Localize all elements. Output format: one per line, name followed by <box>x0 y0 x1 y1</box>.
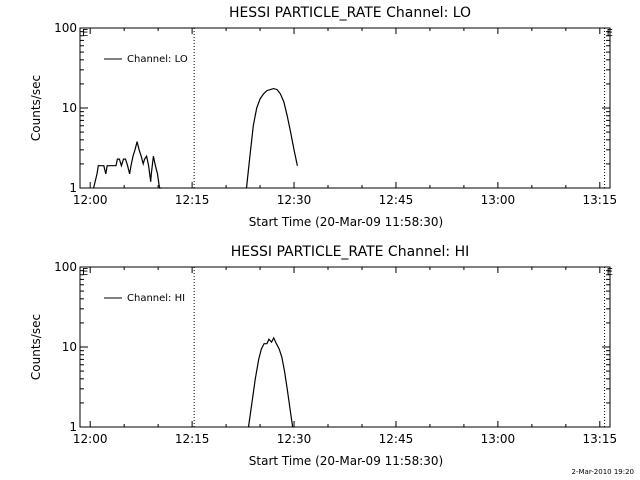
event-flags-hi: E <box>193 267 613 427</box>
x-tick-label: 12:45 <box>379 432 414 446</box>
panel-lo: HESSI PARTICLE_RATE Channel: LO E 12:00 1… <box>29 5 617 229</box>
y-ticks-lo: 1 10 100 <box>54 21 610 195</box>
x-tick-label: 13:00 <box>481 193 516 207</box>
panel-hi: HESSI PARTICLE_RATE Channel: HI E 12:00 1… <box>29 244 617 468</box>
legend-hi: Channel: HI <box>104 293 185 304</box>
series-line <box>245 87 298 189</box>
corner-flag-lo: E <box>82 28 88 39</box>
x-tick-label: 13:15 <box>583 193 618 207</box>
series-hi <box>247 336 294 428</box>
event-flag-label: E <box>607 267 613 278</box>
y-axis-label-hi: Counts/sec <box>29 314 43 380</box>
event-flags-lo: E <box>193 28 613 188</box>
x-ticks-hi: 12:00 12:15 12:30 12:45 13:00 13:15 <box>73 267 617 446</box>
x-axis-label-lo: Start Time (20-Mar-09 11:58:30) <box>249 215 443 229</box>
plot-frame-lo <box>79 27 611 189</box>
x-tick-label: 12:15 <box>175 432 210 446</box>
chart-title-lo: HESSI PARTICLE_RATE Channel: LO <box>229 5 471 21</box>
series-lo <box>93 87 298 189</box>
x-tick-label: 12:45 <box>379 193 414 207</box>
x-tick-label: 12:30 <box>277 432 312 446</box>
y-tick-label: 10 <box>62 340 77 354</box>
x-tick-label: 12:15 <box>175 193 210 207</box>
chart-title-hi: HESSI PARTICLE_RATE Channel: HI <box>231 244 469 260</box>
footer-timestamp: 2-Mar-2010 19:20 <box>572 468 634 476</box>
corner-flag-hi: E <box>82 267 88 278</box>
y-tick-label: 1 <box>69 181 77 195</box>
y-tick-label: 100 <box>54 260 77 274</box>
series-line <box>247 336 294 428</box>
x-axis-label-hi: Start Time (20-Mar-09 11:58:30) <box>249 454 443 468</box>
y-tick-label: 10 <box>62 101 77 115</box>
x-tick-label: 12:00 <box>73 193 108 207</box>
x-tick-label: 12:00 <box>73 432 108 446</box>
y-tick-label: 100 <box>54 21 77 35</box>
plot-frame-hi <box>79 266 611 428</box>
x-tick-label: 12:30 <box>277 193 312 207</box>
y-ticks-hi: 1 10 100 <box>54 260 610 434</box>
legend-lo: Channel: LO <box>104 54 188 65</box>
x-tick-label: 13:15 <box>583 432 618 446</box>
y-axis-label-lo: Counts/sec <box>29 75 43 141</box>
x-ticks-lo: 12:00 12:15 12:30 12:45 13:00 13:15 <box>73 28 617 207</box>
legend-entry-hi: Channel: HI <box>127 293 185 304</box>
event-flag-label: E <box>607 28 613 39</box>
legend-entry-lo: Channel: LO <box>127 54 188 65</box>
x-tick-label: 13:00 <box>481 432 516 446</box>
y-tick-label: 1 <box>69 420 77 434</box>
series-line <box>93 141 162 189</box>
